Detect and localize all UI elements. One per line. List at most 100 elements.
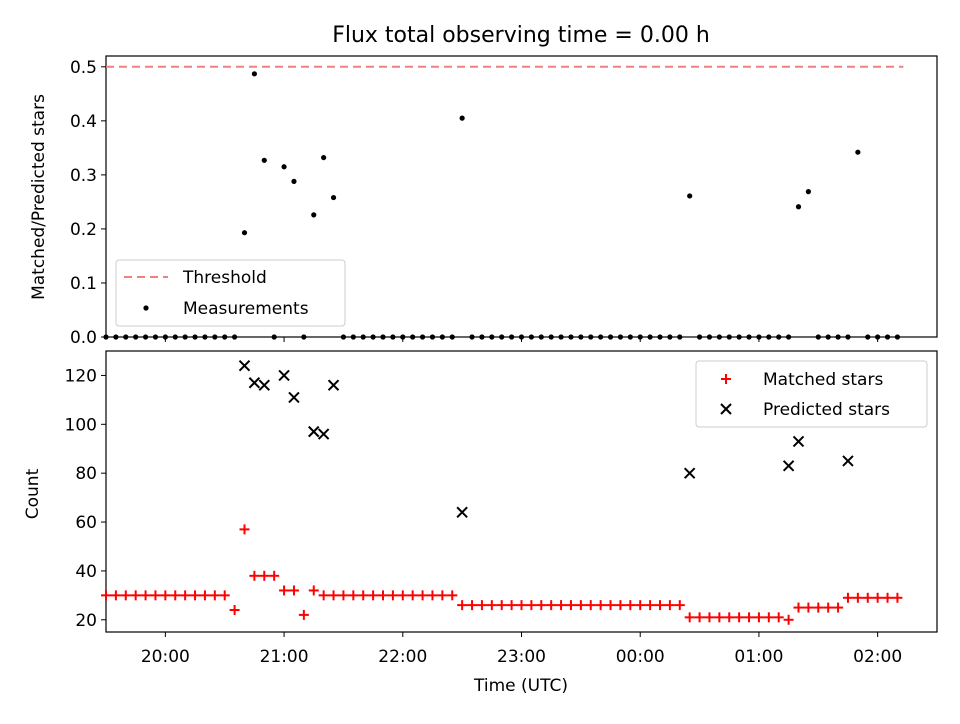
measurement-point (241, 230, 248, 236)
bottom-ytick-label: 40 (75, 562, 97, 582)
bottom-ytick-label: 20 (75, 611, 97, 631)
matched-star-point (170, 590, 181, 601)
measurement-point (805, 189, 811, 195)
matched-star-point (160, 590, 171, 601)
measurement-point (419, 334, 426, 340)
matched-star-point (447, 590, 458, 601)
matched-star-point (823, 602, 834, 613)
predicted-star-point (456, 506, 468, 518)
bottom-ytick-label: 80 (75, 464, 97, 484)
predicted-star-point (238, 359, 251, 372)
matched-star-point (585, 600, 596, 611)
predicted-star-point (308, 425, 320, 438)
matched-star-point (734, 612, 745, 623)
measurement-point (142, 334, 149, 340)
measurement-point (162, 334, 168, 340)
matched-star-point (368, 590, 379, 601)
measurement-point (251, 71, 257, 77)
matched-star-point (882, 592, 893, 603)
matched-star-point (803, 602, 814, 613)
measurement-point (518, 334, 525, 340)
matched-star-point (288, 585, 299, 596)
measurement-point (459, 115, 465, 121)
bottom-ylabel: Count (23, 468, 43, 519)
measurement-point (726, 334, 732, 340)
measurement-point (598, 334, 604, 340)
measurement-point (390, 334, 396, 340)
matched-star-point (546, 600, 557, 611)
matched-star-point (209, 590, 220, 601)
measurement-point (647, 334, 653, 340)
matched-star-point (486, 600, 497, 611)
matched-star-point (308, 585, 319, 596)
matched-star-point (150, 590, 161, 601)
bottom-xtick-label: 22:00 (378, 647, 427, 667)
measurement-point (222, 334, 228, 340)
matched-star-point (130, 590, 141, 601)
matched-star-point (813, 602, 824, 613)
matched-star-point (467, 600, 478, 611)
measurement-point (637, 334, 643, 340)
matched-star-point (101, 590, 111, 601)
matched-star-point (457, 600, 468, 611)
measurement-point (172, 334, 178, 340)
legend-measurements-label: Measurements (183, 299, 309, 319)
measurement-point (439, 334, 445, 340)
top-ytick-label: 0.4 (70, 112, 97, 132)
predicted-star-point (288, 391, 300, 404)
matched-star-point (110, 590, 121, 601)
measurement-point (232, 334, 238, 340)
matched-star-point (684, 612, 695, 623)
bottom-xtick-label: 02:00 (853, 647, 902, 667)
bottom-xtick-label: 21:00 (260, 647, 309, 667)
predicted-star-point (248, 377, 261, 389)
measurement-point (617, 334, 624, 340)
matched-star-point (437, 590, 448, 601)
matched-star-point (655, 600, 665, 611)
bottom-panel: 20 40 60 80 100 120 20:00 21:00 22:00 23:00 00:00 0… (23, 350, 938, 667)
measurement-point (835, 334, 841, 340)
bottom-xtick-label: 00:00 (616, 647, 665, 667)
measurement-point (528, 334, 534, 340)
matched-star-point (595, 600, 606, 611)
measurement-point (400, 334, 406, 340)
measurement-point (281, 164, 287, 170)
matched-star-point (120, 590, 131, 601)
predicted-star-point (782, 460, 795, 472)
matched-star-point (753, 612, 764, 623)
measurement-point (113, 334, 119, 340)
matched-star-point (763, 612, 774, 623)
measurement-point (884, 334, 891, 340)
matched-star-point (318, 590, 329, 601)
measurement-point (202, 334, 208, 340)
matched-star-point (744, 612, 755, 623)
matched-star-point (328, 590, 339, 601)
top-ytick-label: 0.3 (70, 166, 97, 186)
legend-measurements-marker (143, 305, 149, 311)
predicted-star-point (258, 379, 270, 391)
measurement-point (855, 149, 861, 155)
top-ytick-label: 0.5 (70, 58, 97, 78)
legend-threshold-label: Threshold (182, 268, 267, 288)
bottom-xtick-label: 20:00 (141, 647, 190, 667)
matched-star-point (407, 590, 418, 601)
matched-star-point (378, 590, 388, 601)
matched-star-point (773, 612, 784, 623)
measurement-point (509, 334, 515, 340)
matched-star-point (239, 524, 250, 535)
predicted-star-point (683, 467, 696, 479)
predicted-star-point (327, 379, 340, 391)
top-ylabel: Matched/Predicted stars (29, 94, 49, 300)
legend-predicted-label: Predicted stars (763, 400, 890, 420)
measurement-point (350, 334, 356, 340)
top-ytick-label: 0.1 (70, 274, 97, 294)
matched-star-point (793, 602, 804, 613)
top-ytick-label: 0.0 (70, 328, 97, 348)
measurement-point (133, 334, 139, 340)
measurement-point (736, 334, 742, 340)
matched-star-point (664, 600, 675, 611)
measurement-point (103, 334, 109, 340)
measurement-point (321, 154, 327, 161)
measurement-point (746, 334, 752, 340)
